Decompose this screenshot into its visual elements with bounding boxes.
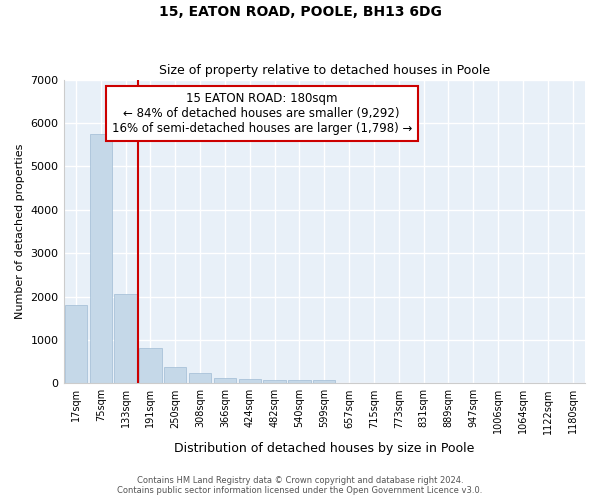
- Bar: [164, 368, 187, 384]
- Bar: [65, 305, 87, 384]
- Bar: [189, 373, 211, 384]
- Text: 15, EATON ROAD, POOLE, BH13 6DG: 15, EATON ROAD, POOLE, BH13 6DG: [158, 5, 442, 19]
- Text: Contains HM Land Registry data © Crown copyright and database right 2024.
Contai: Contains HM Land Registry data © Crown c…: [118, 476, 482, 495]
- Bar: [263, 380, 286, 384]
- Bar: [115, 294, 137, 384]
- Bar: [313, 380, 335, 384]
- Bar: [214, 378, 236, 384]
- X-axis label: Distribution of detached houses by size in Poole: Distribution of detached houses by size …: [174, 442, 475, 455]
- Text: 15 EATON ROAD: 180sqm
← 84% of detached houses are smaller (9,292)
16% of semi-d: 15 EATON ROAD: 180sqm ← 84% of detached …: [112, 92, 412, 134]
- Title: Size of property relative to detached houses in Poole: Size of property relative to detached ho…: [159, 64, 490, 77]
- Bar: [239, 380, 261, 384]
- Bar: [288, 380, 311, 384]
- Bar: [89, 134, 112, 384]
- Bar: [139, 348, 161, 384]
- Y-axis label: Number of detached properties: Number of detached properties: [15, 144, 25, 319]
